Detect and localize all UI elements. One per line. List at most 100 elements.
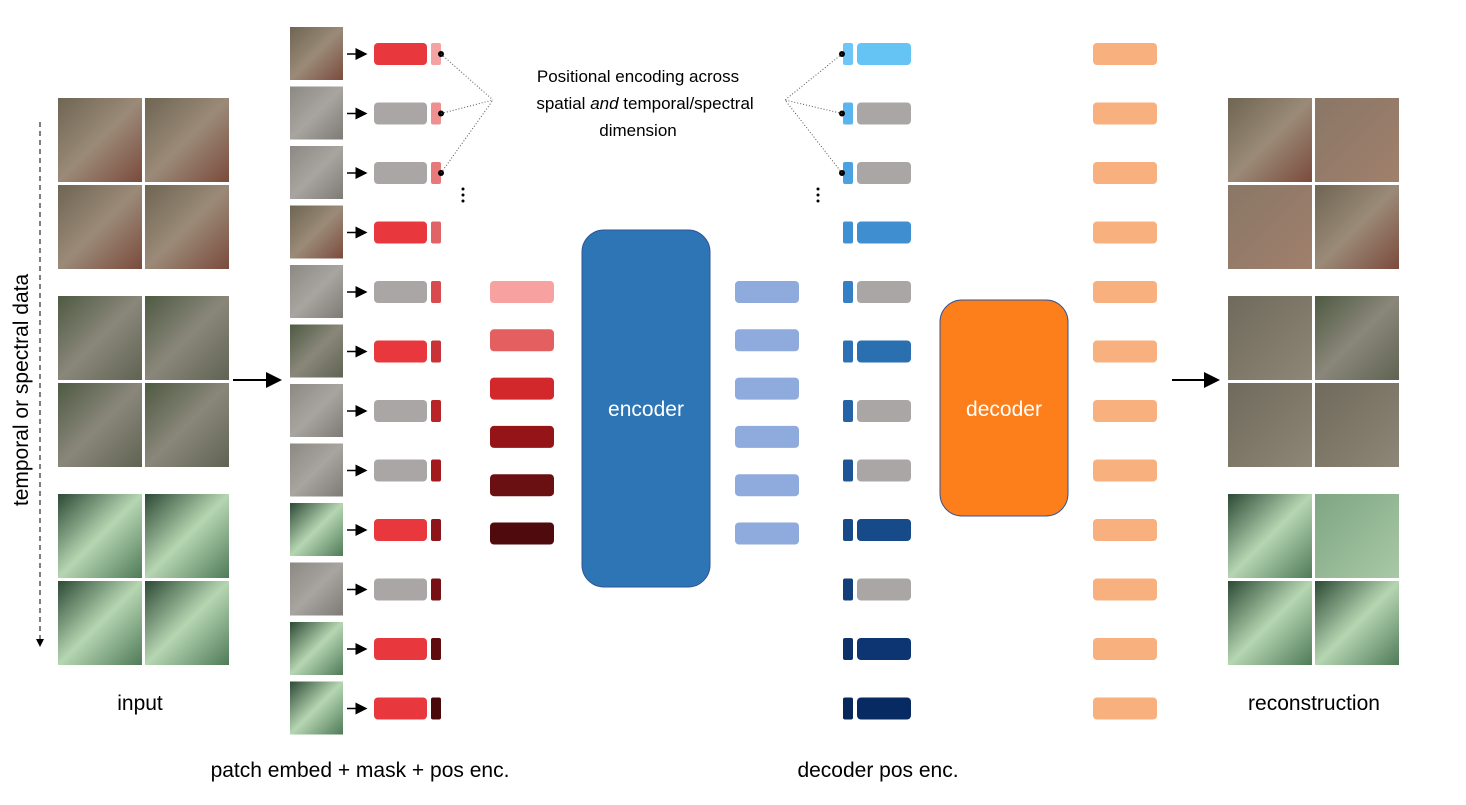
pointer xyxy=(784,99,843,174)
recon-patch xyxy=(1228,581,1312,665)
label: input xyxy=(117,692,163,715)
dec-token xyxy=(857,43,911,65)
enc-output xyxy=(735,474,799,497)
input-patch xyxy=(58,98,142,182)
recon-patch xyxy=(1315,383,1399,467)
dec-token xyxy=(857,697,911,720)
annotation: spatial and temporal/spectral xyxy=(536,94,753,113)
dec-output xyxy=(1093,102,1157,125)
dec-output xyxy=(1093,281,1157,303)
patch xyxy=(290,27,343,80)
enc-input xyxy=(490,281,554,303)
patch xyxy=(290,503,343,556)
dec-token xyxy=(857,162,911,184)
enc-output xyxy=(735,281,799,303)
dec-output xyxy=(1093,638,1157,660)
dec-output xyxy=(1093,697,1157,720)
pos-enc xyxy=(431,43,441,65)
token xyxy=(374,400,427,422)
recon-patch xyxy=(1315,581,1399,665)
enc-output xyxy=(735,425,799,448)
patch xyxy=(290,324,343,378)
token xyxy=(374,519,427,541)
dec-pos-enc xyxy=(843,697,853,720)
pos-enc xyxy=(431,102,441,125)
token xyxy=(374,697,427,720)
token xyxy=(374,281,427,303)
recon-patch xyxy=(1228,185,1312,269)
ellipsis xyxy=(816,199,820,203)
dec-pos-enc xyxy=(843,281,853,303)
ellipsis xyxy=(816,193,820,197)
dec-pos-enc xyxy=(843,43,853,65)
ellipsis xyxy=(461,187,465,191)
dec-pos-enc xyxy=(843,459,853,482)
input-patch xyxy=(145,383,229,467)
patch xyxy=(290,681,343,735)
token xyxy=(374,43,427,65)
dec-token xyxy=(857,221,911,244)
dec-pos-enc xyxy=(843,340,853,363)
dec-token xyxy=(857,102,911,125)
patch xyxy=(290,384,343,437)
enc-output xyxy=(735,377,799,400)
pointer xyxy=(784,53,843,101)
input-patch xyxy=(145,494,229,578)
encoder-block xyxy=(581,229,711,588)
token xyxy=(374,221,427,244)
token xyxy=(374,638,427,660)
ellipsis xyxy=(461,193,465,197)
input-patch xyxy=(58,185,142,269)
label: patch embed + mask + pos enc. xyxy=(211,759,510,782)
dec-output xyxy=(1093,43,1157,65)
pos-enc xyxy=(431,221,441,244)
annotation-emphasis: and xyxy=(590,94,619,113)
recon-patch xyxy=(1228,296,1312,380)
label: reconstruction xyxy=(1248,692,1380,715)
encoder-label: encoder xyxy=(608,398,684,421)
dec-output xyxy=(1093,578,1157,601)
recon-patch xyxy=(1228,383,1312,467)
pos-enc xyxy=(431,281,441,303)
dec-pos-enc xyxy=(843,162,853,184)
ellipsis xyxy=(461,199,465,203)
dec-pos-enc xyxy=(843,638,853,660)
dec-pos-enc xyxy=(843,578,853,601)
recon-patch xyxy=(1228,98,1312,182)
dec-token xyxy=(857,578,911,601)
enc-output xyxy=(735,329,799,352)
pos-enc xyxy=(431,340,441,363)
pos-enc xyxy=(431,162,441,184)
dec-output xyxy=(1093,519,1157,541)
dec-output xyxy=(1093,221,1157,244)
patch xyxy=(290,146,343,199)
input-patch xyxy=(58,296,142,380)
dec-token xyxy=(857,459,911,482)
input-patch xyxy=(58,494,142,578)
dec-output xyxy=(1093,340,1157,363)
token xyxy=(374,340,427,363)
annotation: dimension xyxy=(599,121,677,140)
patch xyxy=(290,562,343,616)
dec-token xyxy=(857,281,911,303)
patch xyxy=(290,265,343,318)
ellipsis xyxy=(816,187,820,191)
pos-enc xyxy=(431,697,441,720)
token xyxy=(374,162,427,184)
patch xyxy=(290,205,343,259)
enc-input xyxy=(490,522,554,545)
input-patch xyxy=(58,383,142,467)
input-patch xyxy=(58,581,142,665)
recon-patch xyxy=(1315,98,1399,182)
dec-output xyxy=(1093,162,1157,184)
dec-pos-enc xyxy=(843,519,853,541)
patch xyxy=(290,443,343,497)
input-patch xyxy=(145,185,229,269)
enc-input xyxy=(490,329,554,352)
recon-patch xyxy=(1315,296,1399,380)
pos-enc xyxy=(431,638,441,660)
axis-label: temporal or spectral data xyxy=(10,274,33,507)
dec-output xyxy=(1093,459,1157,482)
token xyxy=(374,102,427,125)
token xyxy=(374,459,427,482)
